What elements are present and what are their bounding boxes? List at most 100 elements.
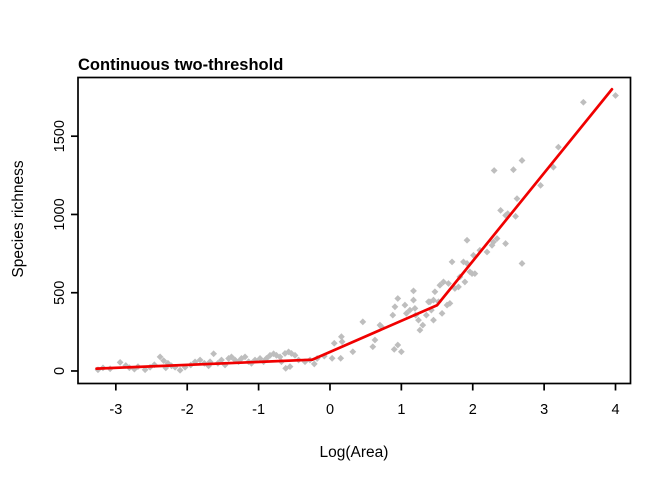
data-point [359,318,367,326]
data-point [310,360,318,368]
data-point [401,301,409,309]
y-axis-label: Species richness [10,160,27,277]
data-point [410,287,417,295]
data-point [241,353,249,361]
data-point [490,167,498,174]
data-point [338,338,346,346]
fit-line [95,87,614,370]
data-point [291,351,299,359]
y-tick-label: 500 [52,281,68,305]
data-point [555,143,562,151]
data-point [430,296,437,304]
data-point [427,306,435,314]
x-tick-label: 2 [469,402,477,418]
data-point [330,339,338,347]
data-point [490,238,497,246]
data-point [286,363,294,370]
data-point [391,303,399,311]
y-tick-label: 1000 [52,198,68,230]
data-point [337,354,345,362]
y-tick-label: 0 [52,367,68,375]
data-point [411,304,419,312]
data-point [171,363,179,371]
x-tick-label: 4 [611,402,619,418]
data-point [518,260,526,267]
data-point [445,280,452,287]
data-point [205,362,213,370]
data-point [446,299,454,307]
data-point [419,321,427,329]
data-point [537,181,544,189]
data-point [440,278,447,286]
data-point [288,350,295,357]
data-point [497,206,504,214]
data-point [461,278,469,286]
data-point [176,366,184,374]
y-axis: 0 500 1000 1500 [52,120,78,375]
x-tick-label: -2 [181,402,194,418]
x-tick-label: 3 [540,402,548,418]
data-point [181,363,189,371]
data-point [228,353,235,361]
x-tick-label: 0 [326,402,334,418]
data-point [438,309,446,317]
data-point [513,195,521,203]
data-point [502,240,509,247]
data-point [463,260,471,267]
data-point [390,345,398,353]
data-point [431,288,439,296]
data-point [422,311,430,319]
data-point [502,211,509,219]
data-point [510,166,517,174]
data-point [430,316,437,324]
data-point [349,348,357,356]
plot-frame [77,76,632,385]
chart-title: Continuous two-threshold [78,56,283,74]
data-point [471,270,479,278]
data-point [122,362,130,369]
plot-box [77,76,632,385]
x-tick-label: -3 [109,402,122,418]
data-point [338,333,345,341]
data-point [512,212,519,220]
data-point [328,354,336,362]
x-tick-label: -1 [252,402,265,418]
data-point [218,356,225,364]
data-point [518,157,526,164]
data-point [389,311,397,319]
data-point [410,296,417,304]
data-point [504,210,512,218]
data-point [493,235,501,242]
data-point [448,258,456,266]
y-tick-label: 1500 [52,120,68,152]
data-point [397,348,405,356]
data-point [210,350,218,358]
data-point [612,92,619,99]
data-point [579,98,587,106]
data-point [116,358,124,366]
data-point [196,356,204,364]
data-point [206,358,214,366]
data-point [256,355,264,362]
data-point [463,236,471,244]
scatter-points [94,92,619,374]
data-point [483,248,491,256]
fit-line-path [95,87,614,370]
data-point [415,316,422,324]
x-axis: -3 -2 -1 0 1 2 3 4 [109,383,620,418]
data-point [406,306,414,314]
data-point [436,281,444,289]
data-point [394,295,402,302]
data-point [416,326,424,334]
data-point [371,336,379,344]
data-point [402,309,410,317]
data-point [394,341,402,349]
x-tick-label: 1 [397,402,405,418]
data-point [156,353,164,361]
x-axis-label: Log(Area) [320,444,389,461]
data-point [369,343,377,351]
data-point [160,357,168,365]
data-point [276,353,284,361]
